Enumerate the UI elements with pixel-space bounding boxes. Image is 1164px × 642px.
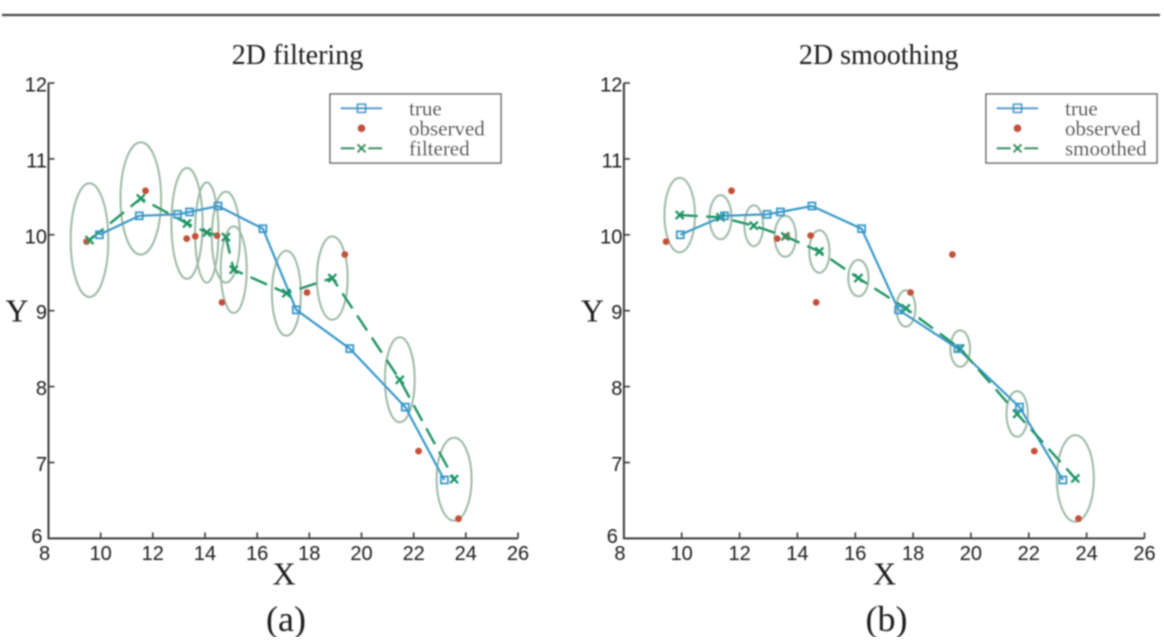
svg-text:12: 12 (142, 543, 164, 565)
svg-text:12: 12 (25, 75, 47, 97)
svg-text:8: 8 (39, 543, 50, 565)
svg-text:24: 24 (455, 543, 477, 565)
svg-text:6: 6 (607, 526, 618, 548)
svg-text:12: 12 (600, 75, 622, 97)
svg-text:12: 12 (728, 543, 750, 565)
svg-text:2D smoothing: 2D smoothing (799, 40, 958, 71)
svg-text:10: 10 (671, 543, 693, 565)
svg-text:2D filtering: 2D filtering (232, 40, 363, 71)
svg-text:10: 10 (25, 226, 47, 248)
svg-text:8: 8 (614, 543, 625, 565)
svg-text:(a): (a) (266, 599, 306, 637)
svg-text:10: 10 (600, 226, 622, 248)
svg-text:20: 20 (350, 543, 372, 565)
svg-text:(b): (b) (866, 599, 908, 637)
svg-text:26: 26 (507, 543, 529, 565)
svg-text:7: 7 (611, 454, 622, 476)
svg-text:7: 7 (36, 454, 47, 476)
svg-text:X: X (272, 556, 295, 592)
svg-text:22: 22 (403, 543, 425, 565)
svg-text:16: 16 (844, 543, 866, 565)
svg-text:26: 26 (1133, 543, 1155, 565)
svg-text:Y: Y (581, 294, 604, 329)
svg-text:filtered: filtered (409, 136, 470, 160)
svg-text:observed: observed (1065, 116, 1141, 140)
svg-text:11: 11 (602, 150, 623, 172)
svg-text:18: 18 (298, 543, 320, 565)
svg-text:20: 20 (960, 543, 982, 565)
svg-text:22: 22 (1018, 543, 1040, 565)
svg-text:true: true (409, 96, 442, 120)
svg-text:11: 11 (26, 150, 47, 172)
svg-text:9: 9 (611, 302, 622, 324)
svg-text:10: 10 (90, 543, 112, 565)
svg-text:6: 6 (31, 526, 42, 548)
svg-text:X: X (873, 556, 896, 592)
svg-text:Y: Y (6, 294, 29, 329)
svg-text:16: 16 (246, 543, 268, 565)
svg-text:8: 8 (611, 378, 622, 400)
svg-text:24: 24 (1075, 543, 1097, 565)
svg-text:14: 14 (194, 543, 216, 565)
svg-text:8: 8 (36, 378, 47, 400)
svg-text:9: 9 (36, 302, 47, 324)
svg-text:true: true (1065, 96, 1098, 120)
svg-text:18: 18 (902, 543, 924, 565)
svg-text:smoothed: smoothed (1065, 136, 1147, 160)
svg-text:observed: observed (409, 116, 485, 140)
svg-text:14: 14 (786, 543, 808, 565)
